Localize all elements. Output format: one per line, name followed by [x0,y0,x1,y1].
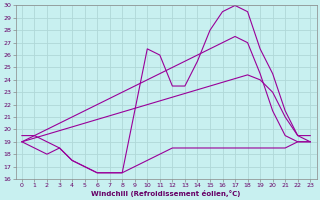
X-axis label: Windchill (Refroidissement éolien,°C): Windchill (Refroidissement éolien,°C) [92,190,241,197]
